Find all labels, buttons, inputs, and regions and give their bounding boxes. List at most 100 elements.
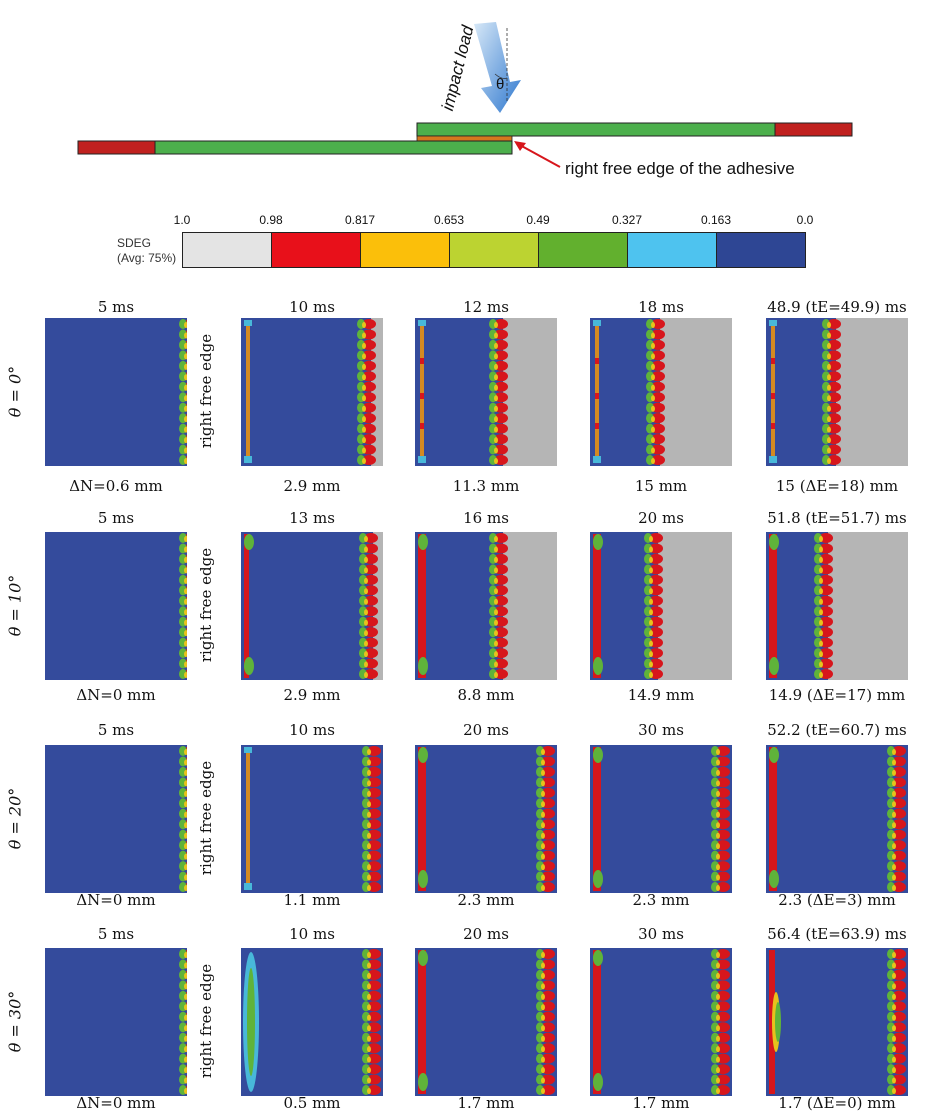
damage-finger bbox=[892, 790, 896, 797]
damage-contour-panel bbox=[415, 318, 557, 466]
damage-finger bbox=[819, 630, 823, 637]
damage-finger bbox=[541, 972, 545, 979]
damage-finger bbox=[827, 363, 831, 370]
damage-finger bbox=[184, 993, 187, 1000]
damage-finger bbox=[362, 363, 366, 370]
left-edge-damage bbox=[769, 747, 777, 891]
damage-finger bbox=[827, 405, 831, 412]
damage-finger bbox=[892, 843, 896, 850]
legend-tick-label: 0.49 bbox=[526, 213, 550, 227]
legend-swatch bbox=[627, 232, 717, 268]
intact-region bbox=[415, 948, 557, 1096]
damage-contour-panel bbox=[590, 318, 732, 466]
time-label: 30 ms bbox=[638, 721, 684, 739]
intact-region bbox=[766, 948, 908, 1096]
damage-finger bbox=[494, 630, 498, 637]
damage-finger bbox=[184, 426, 187, 433]
damage-finger bbox=[716, 952, 720, 958]
damage-contour-panel bbox=[241, 532, 383, 680]
damage-finger bbox=[716, 1004, 720, 1011]
displacement-label: ΔN=0 mm bbox=[76, 686, 156, 704]
damage-contour-panel bbox=[590, 745, 732, 893]
damage-finger bbox=[892, 874, 896, 881]
damage-finger bbox=[364, 661, 368, 668]
damage-finger bbox=[541, 853, 545, 860]
time-label: 20 ms bbox=[463, 721, 509, 739]
left-edge-damage bbox=[418, 534, 426, 678]
damage-finger bbox=[367, 962, 371, 969]
damage-finger bbox=[184, 864, 187, 871]
damage-finger bbox=[184, 458, 187, 464]
time-label: 12 ms bbox=[463, 298, 509, 316]
contour-plot bbox=[45, 948, 187, 1096]
damage-finger bbox=[184, 609, 187, 616]
left-edge-damage bbox=[775, 1002, 781, 1042]
damage-finger bbox=[184, 384, 187, 391]
damage-finger bbox=[367, 843, 371, 850]
damage-finger bbox=[364, 619, 368, 626]
left-edge-damage bbox=[418, 657, 428, 675]
intact-region bbox=[45, 532, 187, 680]
damage-finger bbox=[367, 769, 371, 776]
damage-finger bbox=[184, 780, 187, 787]
damage-finger bbox=[827, 342, 831, 349]
damage-finger bbox=[184, 885, 187, 891]
damage-finger bbox=[541, 780, 545, 787]
damage-finger bbox=[541, 885, 545, 891]
time-label: 10 ms bbox=[289, 925, 335, 943]
damage-finger bbox=[184, 556, 187, 563]
displacement-label: 2.9 mm bbox=[283, 686, 341, 704]
damage-finger bbox=[651, 437, 655, 444]
intact-region bbox=[241, 745, 383, 893]
damage-finger bbox=[651, 426, 655, 433]
left-edge-damage bbox=[771, 322, 775, 462]
damage-finger bbox=[716, 790, 720, 797]
left-edge-damage bbox=[244, 456, 252, 463]
damage-finger bbox=[649, 609, 653, 616]
damage-finger bbox=[184, 577, 187, 584]
damage-finger bbox=[184, 822, 187, 829]
damage-finger bbox=[494, 458, 498, 464]
time-label: 20 ms bbox=[638, 509, 684, 527]
displacement-label: 15 (ΔE=18) mm bbox=[775, 477, 899, 495]
damage-finger bbox=[716, 983, 720, 990]
damage-finger bbox=[541, 832, 545, 839]
damage-finger bbox=[362, 458, 366, 464]
damage-contour-panel bbox=[415, 532, 557, 680]
impact-arrow-icon bbox=[474, 22, 521, 113]
damage-finger bbox=[819, 640, 823, 647]
intact-region bbox=[241, 532, 383, 680]
damage-finger bbox=[184, 322, 187, 328]
damage-finger bbox=[362, 437, 366, 444]
damage-finger bbox=[367, 993, 371, 1000]
damage-finger bbox=[716, 832, 720, 839]
intact-region bbox=[45, 745, 187, 893]
right-free-edge-label: right free edge bbox=[197, 547, 215, 663]
legend-subtitle: (Avg: 75%) bbox=[117, 251, 177, 265]
edge-pointer-arrowhead-icon bbox=[514, 141, 526, 151]
damage-finger bbox=[364, 588, 368, 595]
damage-finger bbox=[184, 416, 187, 423]
damage-finger bbox=[892, 822, 896, 829]
damage-finger bbox=[892, 801, 896, 808]
damage-finger bbox=[649, 546, 653, 553]
time-label: 10 ms bbox=[289, 298, 335, 316]
left-edge-damage bbox=[244, 534, 249, 678]
damage-finger bbox=[184, 588, 187, 595]
damage-finger bbox=[716, 864, 720, 871]
damage-finger bbox=[364, 640, 368, 647]
damage-finger bbox=[494, 546, 498, 553]
angle-arc bbox=[494, 73, 508, 79]
left-edge-damage bbox=[244, 657, 254, 675]
damage-finger bbox=[827, 426, 831, 433]
time-label: 56.4 (tE=63.9) ms bbox=[767, 925, 907, 943]
damage-finger bbox=[649, 630, 653, 637]
damage-finger bbox=[494, 619, 498, 626]
damage-finger bbox=[651, 363, 655, 370]
damage-finger bbox=[184, 962, 187, 969]
damage-finger bbox=[819, 609, 823, 616]
damage-finger bbox=[827, 458, 831, 464]
time-label: 13 ms bbox=[289, 509, 335, 527]
damage-finger bbox=[367, 822, 371, 829]
damage-finger bbox=[827, 322, 831, 328]
